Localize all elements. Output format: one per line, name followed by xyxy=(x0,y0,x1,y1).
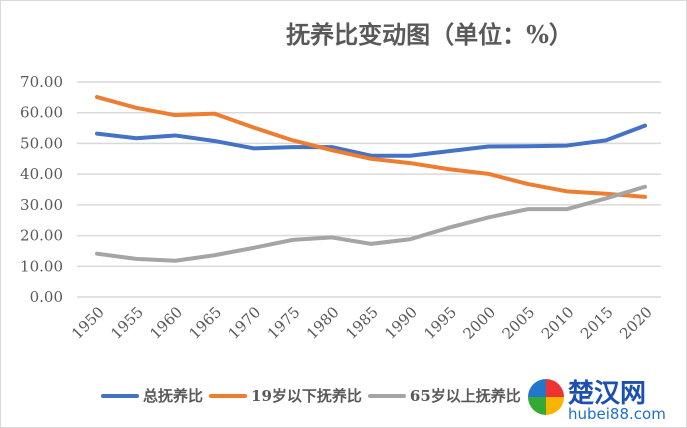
y-tick-label: 40.00 xyxy=(20,165,63,183)
x-tick-label: 2020 xyxy=(616,303,656,343)
series-line-总抚养比 xyxy=(95,123,647,158)
x-tick-label: 1950 xyxy=(68,303,108,343)
chart-title: 抚养比变动图（单位：%） xyxy=(286,20,573,49)
x-tick-label: 1980 xyxy=(303,303,343,343)
legend-item-total: 总抚养比 xyxy=(101,385,203,406)
series-line-65岁以上抚养比 xyxy=(95,184,647,263)
x-tick-label: 1995 xyxy=(420,303,460,343)
x-tick-label: 1975 xyxy=(264,303,304,343)
watermark-name: 楚汉网 xyxy=(568,379,647,409)
y-tick-label: 0.00 xyxy=(30,288,63,306)
y-tick-label: 20.00 xyxy=(20,227,63,245)
x-tick-label: 1985 xyxy=(342,303,382,343)
legend-label: 19岁以下抚养比 xyxy=(251,387,362,405)
legend-item-elderly: 65岁以上抚养比 xyxy=(367,385,521,406)
legend-label: 总抚养比 xyxy=(143,387,204,405)
x-tick-label: 2010 xyxy=(538,303,578,343)
legend-swatch xyxy=(101,393,139,398)
x-tick-label: 1990 xyxy=(381,303,421,343)
x-tick-label: 1955 xyxy=(107,303,147,343)
x-tick-label: 2015 xyxy=(577,303,617,343)
legend: 总抚养比 19岁以下抚养比 65岁以上抚养比 xyxy=(101,385,527,406)
legend-label: 65岁以上抚养比 xyxy=(409,387,521,405)
legend-swatch xyxy=(209,393,248,398)
watermark-url: hubei88.com xyxy=(568,405,666,423)
x-tick-label: 2005 xyxy=(499,303,539,343)
legend-swatch xyxy=(367,393,406,398)
globe-logo-icon xyxy=(528,379,564,415)
x-tick-label: 1960 xyxy=(146,303,186,343)
y-tick-label: 10.00 xyxy=(20,257,63,275)
y-tick-label: 60.00 xyxy=(20,104,63,122)
x-tick-label: 1970 xyxy=(225,303,265,343)
y-tick-label: 50.00 xyxy=(20,134,63,152)
y-tick-label: 70.00 xyxy=(20,73,63,91)
watermark: 楚汉网 hubei88.com xyxy=(526,373,686,425)
y-tick-label: 30.00 xyxy=(20,196,63,214)
legend-item-youth: 19岁以下抚养比 xyxy=(209,385,362,406)
x-tick-label: 1965 xyxy=(186,303,226,343)
x-tick-label: 2000 xyxy=(460,303,500,343)
